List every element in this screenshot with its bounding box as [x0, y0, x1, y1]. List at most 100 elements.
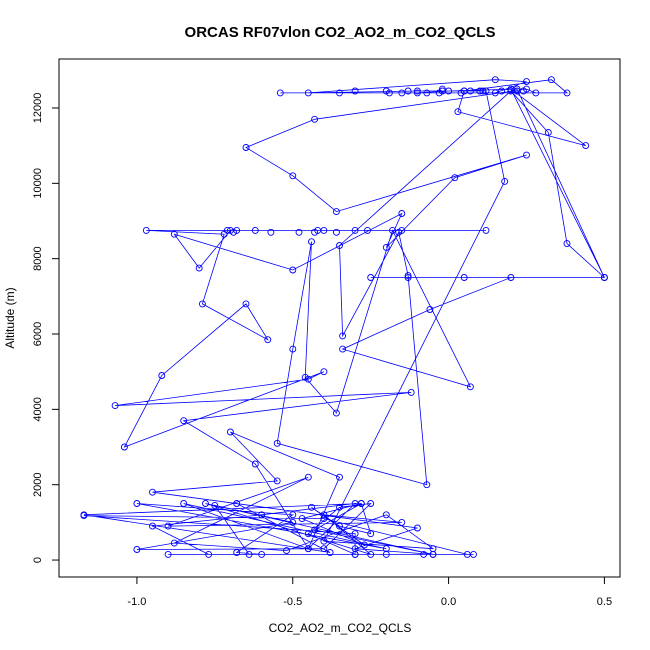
data-point — [180, 417, 188, 425]
data-point — [367, 550, 375, 558]
data-point — [336, 89, 343, 97]
data-point — [289, 172, 297, 180]
data-point — [413, 89, 421, 97]
data-point — [385, 89, 393, 97]
data-point — [242, 144, 250, 151]
data-point — [233, 500, 241, 507]
data-point — [133, 500, 141, 507]
data-point — [304, 473, 312, 481]
data-point — [164, 522, 172, 530]
data-point — [211, 501, 219, 509]
data-point — [438, 85, 446, 93]
data-point — [364, 226, 371, 234]
data-point — [289, 518, 297, 526]
data-point — [158, 372, 166, 379]
data-point — [398, 518, 406, 526]
data-point — [164, 550, 172, 558]
data-point — [258, 550, 266, 558]
data-point — [460, 274, 468, 281]
data-point — [320, 368, 328, 376]
data-point — [223, 226, 231, 234]
data-point — [413, 87, 421, 95]
data-point — [404, 274, 412, 281]
data-point — [133, 546, 141, 553]
data-point — [451, 174, 459, 182]
data-point — [149, 488, 156, 496]
data-point — [339, 345, 347, 353]
data-point — [245, 550, 253, 558]
data-point — [420, 550, 428, 558]
data-point — [332, 228, 340, 236]
data-point — [382, 511, 390, 519]
data-point — [320, 511, 328, 519]
data-point — [111, 402, 119, 410]
data-point — [304, 545, 312, 553]
data-point — [423, 481, 431, 489]
data-point — [301, 373, 309, 381]
data-point — [398, 89, 406, 97]
data-point — [351, 530, 359, 538]
data-point — [308, 238, 315, 246]
data-point — [438, 87, 446, 95]
data-point — [198, 300, 206, 308]
data-point — [351, 226, 359, 234]
data-point — [264, 336, 272, 344]
x-axis: -1.0 -0.5 0.0 0.5 — [127, 576, 612, 608]
data-point — [454, 108, 462, 116]
data-point — [202, 500, 209, 507]
y-tick-label: 2000 — [32, 472, 44, 496]
data-point — [389, 226, 396, 234]
data-point — [498, 87, 506, 95]
data-point — [242, 300, 250, 308]
y-tick-label: 8000 — [32, 246, 44, 270]
data-point — [367, 274, 375, 281]
plot-frame — [58, 58, 621, 578]
x-tick-label: -1.0 — [127, 596, 146, 608]
data-point — [205, 550, 213, 558]
data-point — [80, 511, 88, 519]
y-tick-label: 4000 — [32, 397, 44, 421]
data-point — [563, 89, 571, 97]
data-point — [466, 383, 474, 391]
data-point — [311, 115, 319, 123]
data-point — [336, 503, 343, 511]
data-point — [382, 243, 390, 251]
data-point — [426, 306, 434, 313]
data-point — [251, 460, 259, 468]
data-point — [351, 545, 359, 553]
x-axis-label: CO2_AO2_m_CO2_QCLS — [269, 621, 412, 635]
data-point — [273, 477, 281, 485]
data-point — [276, 89, 284, 97]
data-point — [357, 500, 365, 507]
data-point — [482, 226, 490, 234]
data-point — [332, 208, 340, 216]
data-point — [230, 228, 237, 236]
data-point — [195, 264, 203, 272]
data-point — [523, 151, 530, 159]
data-point — [336, 242, 343, 249]
data-point — [367, 530, 375, 538]
y-tick-label: 6000 — [32, 322, 44, 346]
data-point — [398, 226, 406, 234]
data-point — [311, 526, 319, 534]
data-point — [479, 87, 487, 95]
data-point — [251, 226, 259, 234]
y-tick-label: 0 — [32, 557, 44, 563]
data-point — [413, 524, 421, 532]
data-point — [547, 76, 555, 84]
data-point — [320, 545, 328, 553]
data-point — [582, 142, 590, 150]
data-point — [360, 541, 368, 549]
x-tick-label: 0.5 — [597, 596, 612, 608]
data-point — [320, 515, 328, 523]
data-point — [332, 409, 340, 417]
data-point — [423, 89, 431, 97]
data-point — [336, 522, 343, 530]
data-point — [532, 89, 540, 97]
data-point — [149, 522, 156, 530]
data-layer — [80, 76, 608, 558]
data-point — [304, 530, 312, 538]
data-point — [170, 230, 178, 238]
data-point — [544, 129, 552, 136]
data-point — [367, 500, 375, 507]
